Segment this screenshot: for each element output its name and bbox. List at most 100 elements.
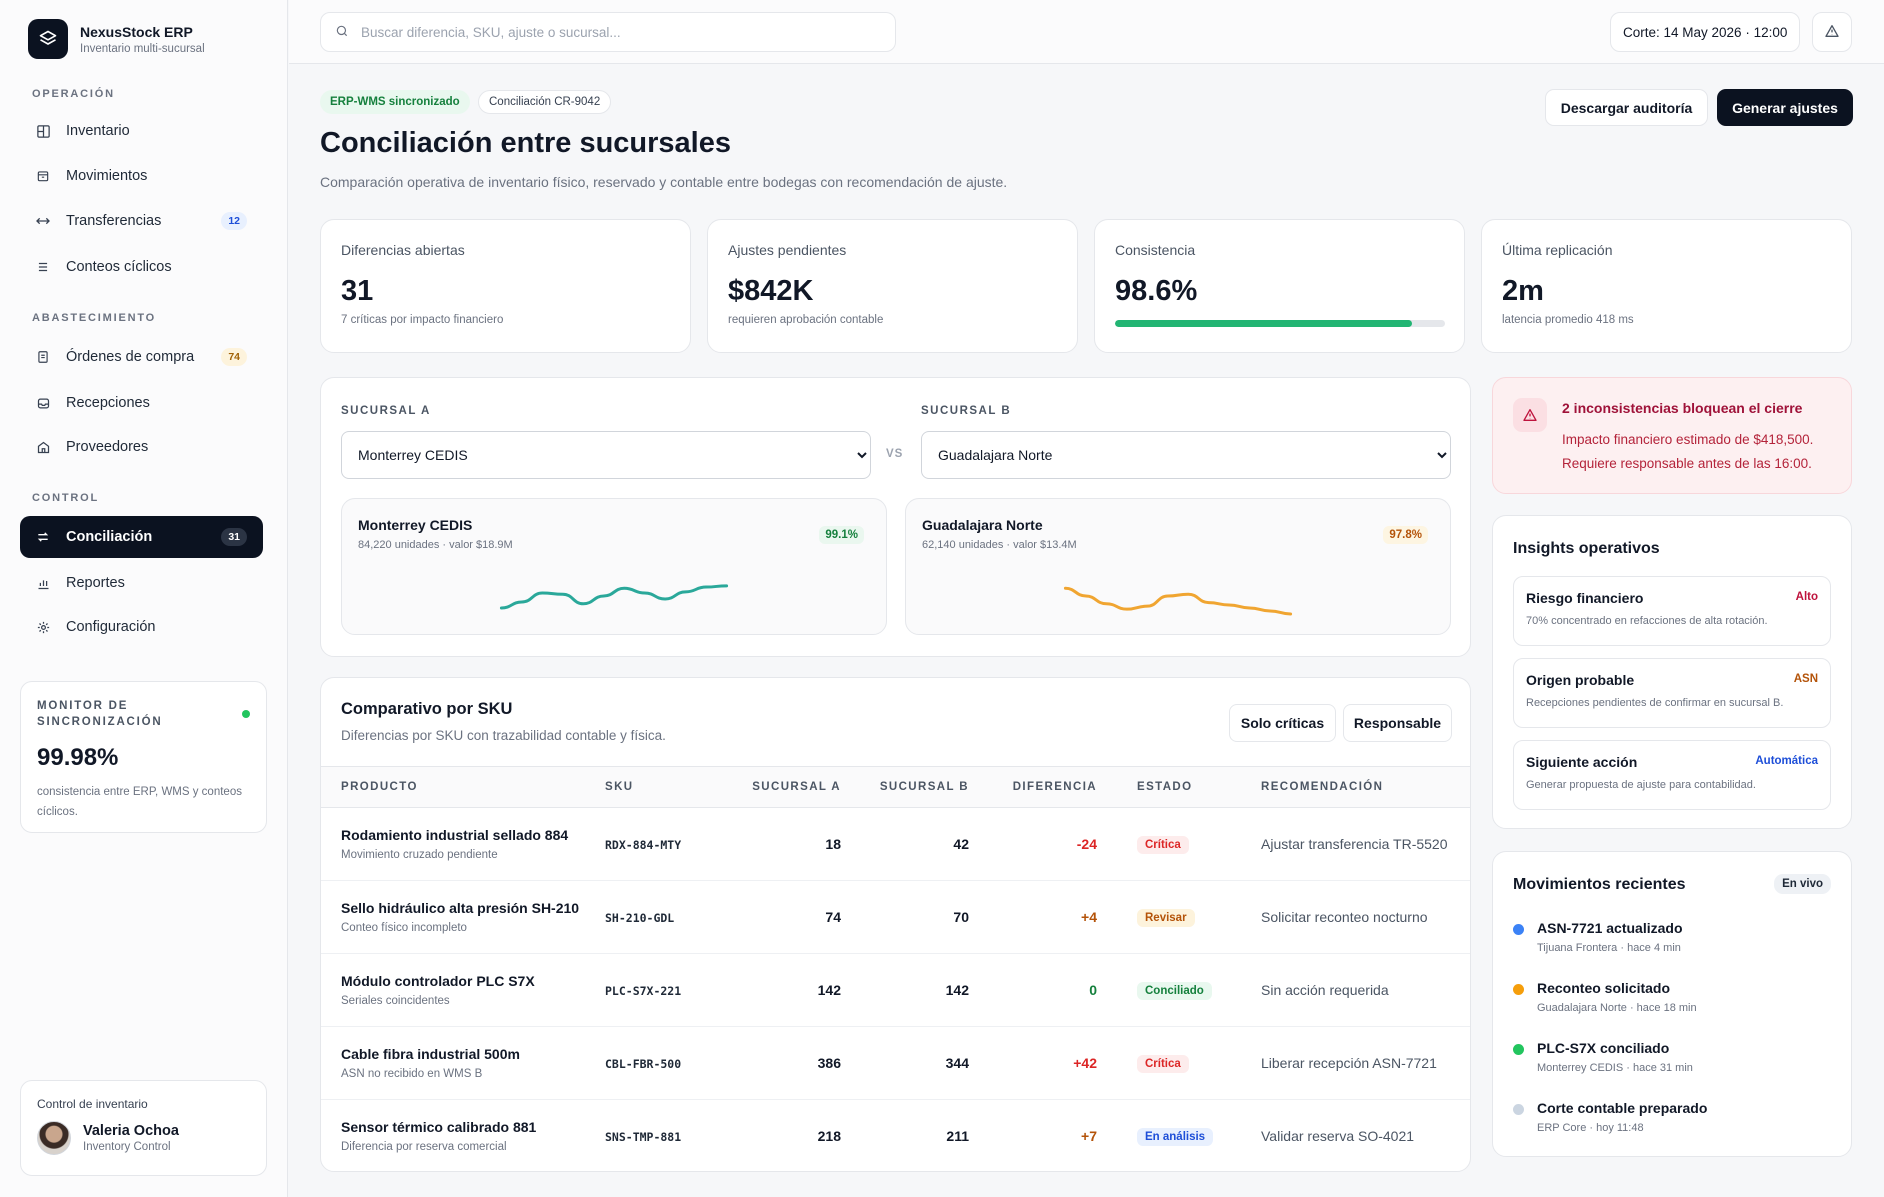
column-header[interactable]: PRODUCTO [321,766,605,808]
branch-comparison-panel: SUCURSAL A SUCURSAL B Monterrey CEDIS VS… [320,377,1471,657]
table-row[interactable]: Módulo controlador PLC S7X Seriales coinc… [321,953,1470,1027]
branch-card-stats: 84,220 unidades · valor $18.9M [358,539,513,551]
difference-value: 0 [969,953,1097,1027]
sku-panel-subtitle: Diferencias por SKU con trazabilidad con… [341,728,666,743]
table-row[interactable]: Sello hidráulico alta presión SH-210 Cont… [321,880,1470,954]
sidebar-item-reportes[interactable]: Reportes [20,562,263,604]
branch-b-sparkline [1063,586,1293,616]
status-badge: Revisar [1137,908,1195,927]
branch-a-select[interactable]: Monterrey CEDIS [341,431,871,479]
branch-card-name: Monterrey CEDIS [358,517,473,533]
sidebar-item-movimientos[interactable]: Movimientos [20,155,263,197]
movement-item[interactable]: ASN-7721 actualizado Tijuana Frontera · … [1513,920,1833,954]
insight-description: Recepciones pendientes de confirmar en s… [1526,697,1784,709]
table-row[interactable]: Rodamiento industrial sellado 884 Movimie… [321,807,1470,881]
alert-button[interactable] [1812,12,1852,52]
closing-block-alert[interactable]: 2 inconsistencias bloquean el cierre Imp… [1492,377,1852,494]
vs-label: VS [886,448,904,460]
bar-chart-icon [34,574,52,592]
product-note: Seriales coincidentes [341,995,450,1007]
recommendation: Validar reserva SO-4021 [1261,1128,1415,1145]
sidebar-item-transferencias[interactable]: Transferencias 12 [20,200,263,242]
sync-monitor-title: MONITOR DE SINCRONIZACIÓN [37,700,163,728]
column-header[interactable]: SUCURSAL B [841,766,969,808]
branch-a-qty: 218 [817,1128,841,1145]
kpi-hint: requieren aprobación contable [728,314,884,326]
column-header[interactable]: ESTADO [1097,766,1221,808]
branch-a-qty: 386 [713,1026,841,1100]
status-badge: Crítica [1137,1054,1189,1073]
sidebar-item-label: Proveedores [66,439,149,455]
movement-item[interactable]: Corte contable preparado ERP Core · hoy … [1513,1100,1833,1134]
generate-adjustments-button[interactable]: Generar ajustes [1717,89,1853,126]
status-badge: En análisis [1137,1127,1214,1146]
insight-description: 70% concentrado en refacciones de alta r… [1526,615,1768,627]
insight-probable-origin[interactable]: Origen probable ASN Recepciones pendient… [1513,658,1831,728]
search-input[interactable] [361,24,861,40]
status-badge: Conciliado [1137,981,1212,1000]
user-card[interactable]: Control de inventario Valeria Ochoa Inve… [20,1080,267,1176]
sidebar-item-conciliacion[interactable]: Conciliación 31 [20,516,263,558]
live-badge: En vivo [1774,874,1831,894]
app-name: NexusStock ERP [80,23,193,40]
sidebar-item-proveedores[interactable]: Proveedores [20,426,263,468]
column-header[interactable]: SUCURSAL A [713,766,841,808]
sidebar-item-inventario[interactable]: Inventario [20,110,263,152]
branch-a-qty: 18 [713,807,841,881]
sidebar-item-conteos[interactable]: Conteos cíclicos [20,246,263,288]
page-title: Conciliación entre sucursales [320,127,731,159]
branch-a-qty: 74 [713,880,841,954]
count-badge: 12 [221,212,247,230]
product-name: Sensor térmico calibrado 881 [341,1119,537,1136]
column-header[interactable]: DIFERENCIA [969,766,1097,808]
count-badge: 74 [221,348,247,366]
table-row[interactable]: Sensor térmico calibrado 881 Diferencia p… [321,1100,1470,1172]
insight-description: Generar propuesta de ajuste para contabi… [1526,779,1756,791]
brand[interactable]: NexusStock ERP Inventario multi-sucursal [28,19,205,59]
cutoff-date-button[interactable]: Corte: 14 May 2026 · 12:00 [1610,12,1801,52]
branch-b-qty: 70 [841,880,969,954]
movement-name: Corte contable preparado [1537,1100,1708,1116]
sku-table: PRODUCTO SKU SUCURSAL A SUCURSAL B DIFER… [321,766,1470,1172]
list-icon [34,258,52,276]
sidebar-item-label: Reportes [66,575,125,591]
sku-panel-title: Comparativo por SKU [341,700,513,718]
insight-name: Siguiente acción [1526,754,1638,770]
search-icon [335,24,349,41]
product-note: Movimiento cruzado pendiente [341,849,498,861]
sku-code: PLC-S7X-221 [605,984,682,998]
filter-critical-button[interactable]: Solo críticas [1229,704,1336,742]
kpi-label: Ajustes pendientes [728,242,847,258]
sidebar-item-label: Conciliación [66,529,153,545]
table-row[interactable]: Cable fibra industrial 500m ASN no recibi… [321,1026,1470,1100]
status-dot [1513,984,1524,995]
sidebar-item-configuracion[interactable]: Configuración [20,606,263,648]
movement-item[interactable]: Reconteo solicitado Guadalajara Norte · … [1513,980,1833,1014]
insight-financial-risk[interactable]: Riesgo financiero Alto 70% concentrado e… [1513,576,1831,646]
kpi-value: $842K [728,275,814,307]
difference-value: +42 [969,1026,1097,1100]
product-name: Módulo controlador PLC S7X [341,973,535,989]
column-header[interactable]: SKU [605,766,713,808]
status-dot [1513,924,1524,935]
sync-monitor-description: consistencia entre ERP, WMS y conteos cí… [37,786,242,818]
download-audit-button[interactable]: Descargar auditoría [1545,89,1708,126]
table-header-row: PRODUCTO SKU SUCURSAL A SUCURSAL B DIFER… [321,766,1470,808]
search-box[interactable] [320,12,896,52]
sync-status-chip: ERP-WMS sincronizado [320,90,470,114]
column-header[interactable]: RECOMENDACIÓN [1221,766,1470,808]
sidebar-item-recepciones[interactable]: Recepciones [20,382,263,424]
branch-b-select[interactable]: Guadalajara Norte [921,431,1451,479]
movement-name: Reconteo solicitado [1537,980,1671,996]
insights-title: Insights operativos [1513,540,1660,557]
insight-next-action[interactable]: Siguiente acción Automática Generar prop… [1513,740,1831,810]
movement-meta: ERP Core · hoy 11:48 [1537,1122,1644,1134]
sidebar-item-ordenes[interactable]: Órdenes de compra 74 [20,336,263,378]
kpi-last-replication: Última replicación 2m latencia promedio … [1481,219,1852,353]
filter-owner-button[interactable]: Responsable [1343,704,1452,742]
branch-b-qty: 142 [841,953,969,1027]
sync-monitor-value: 99.98% [37,744,119,771]
document-icon [34,348,52,366]
movement-item[interactable]: PLC-S7X conciliado Monterrey CEDIS · hac… [1513,1040,1833,1074]
movement-name: PLC-S7X conciliado [1537,1040,1670,1056]
